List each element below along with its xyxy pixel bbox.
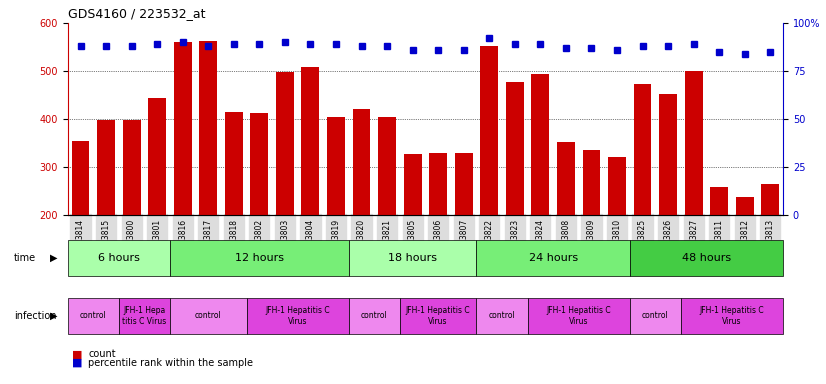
Bar: [97, 121, 115, 215]
Bar: [404, 154, 421, 215]
Bar: [349, 298, 400, 334]
Text: ▶: ▶: [50, 311, 57, 321]
Text: control: control: [361, 311, 387, 320]
Text: infection: infection: [14, 311, 56, 321]
Bar: [250, 113, 268, 215]
Bar: [68, 240, 170, 276]
Bar: [582, 150, 601, 215]
Text: ▶: ▶: [50, 253, 57, 263]
Bar: [72, 141, 89, 215]
Text: control: control: [642, 311, 669, 320]
Bar: [119, 298, 170, 334]
Bar: [531, 74, 549, 215]
Bar: [608, 157, 626, 215]
Bar: [349, 240, 477, 276]
Bar: [276, 71, 294, 215]
Bar: [430, 153, 447, 215]
Text: time: time: [14, 253, 36, 263]
Text: percentile rank within the sample: percentile rank within the sample: [88, 358, 254, 368]
Bar: [629, 240, 783, 276]
Text: JFH-1 Hepatitis C
Virus: JFH-1 Hepatitis C Virus: [700, 306, 764, 326]
Bar: [68, 298, 119, 334]
Bar: [477, 240, 629, 276]
Bar: [170, 298, 247, 334]
Bar: [400, 298, 477, 334]
Bar: [247, 298, 349, 334]
Text: JFH-1 Hepatitis C
Virus: JFH-1 Hepatitis C Virus: [406, 306, 471, 326]
Bar: [455, 152, 472, 215]
Text: 18 hours: 18 hours: [388, 253, 437, 263]
Bar: [685, 71, 703, 215]
Bar: [199, 41, 217, 215]
Bar: [629, 298, 681, 334]
Bar: [528, 298, 629, 334]
Bar: [480, 46, 498, 215]
Text: GDS4160 / 223532_at: GDS4160 / 223532_at: [68, 7, 205, 20]
Bar: [557, 142, 575, 215]
Bar: [762, 184, 779, 215]
Text: ■: ■: [72, 358, 83, 368]
Bar: [710, 187, 729, 215]
Bar: [122, 119, 140, 215]
Text: 48 hours: 48 hours: [681, 253, 731, 263]
Bar: [225, 112, 243, 215]
Text: count: count: [88, 349, 116, 359]
Bar: [736, 197, 753, 215]
Bar: [301, 67, 320, 215]
Text: JFH-1 Hepatitis C
Virus: JFH-1 Hepatitis C Virus: [265, 306, 330, 326]
Text: control: control: [489, 311, 515, 320]
Text: control: control: [195, 311, 221, 320]
Text: 6 hours: 6 hours: [98, 253, 140, 263]
Bar: [327, 117, 345, 215]
Bar: [659, 94, 677, 215]
Bar: [378, 117, 396, 215]
Bar: [353, 109, 371, 215]
Text: control: control: [80, 311, 107, 320]
Bar: [170, 240, 349, 276]
Text: ■: ■: [72, 349, 83, 359]
Bar: [681, 298, 783, 334]
Bar: [477, 298, 528, 334]
Bar: [148, 98, 166, 215]
Text: JFH-1 Hepatitis C
Virus: JFH-1 Hepatitis C Virus: [546, 306, 611, 326]
Bar: [506, 82, 524, 215]
Text: JFH-1 Hepa
titis C Virus: JFH-1 Hepa titis C Virus: [122, 306, 167, 326]
Bar: [173, 42, 192, 215]
Text: 12 hours: 12 hours: [235, 253, 284, 263]
Bar: [634, 84, 652, 215]
Text: 24 hours: 24 hours: [529, 253, 577, 263]
